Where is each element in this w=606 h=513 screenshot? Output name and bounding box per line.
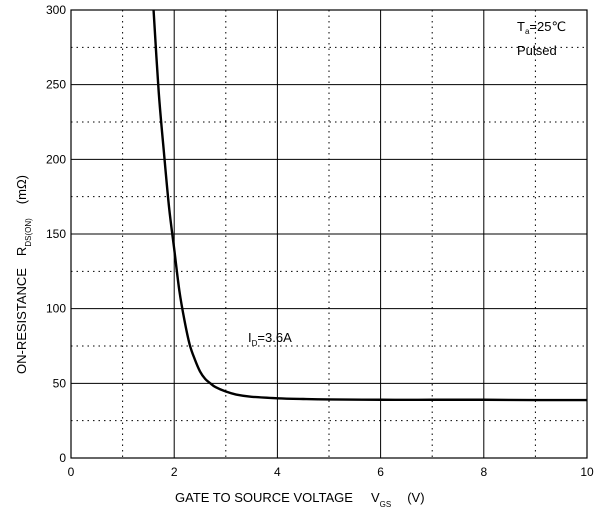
y-tick-label: 50 — [53, 376, 67, 390]
y-tick-labels: 0 50 100 150 200 250 300 — [46, 3, 66, 465]
series-line-rdson — [152, 9, 588, 402]
y-tick-label: 250 — [46, 78, 66, 92]
y-tick-label: 100 — [46, 302, 66, 316]
y-tick-label: 0 — [59, 451, 66, 465]
y-tick-label: 200 — [46, 152, 66, 166]
x-tick-labels: 0 2 4 6 8 10 — [68, 465, 594, 479]
y-tick-label: 150 — [46, 227, 66, 241]
drain-current-annotation: ID=3.6A — [248, 330, 292, 348]
major-gridlines — [71, 10, 587, 458]
x-tick-label: 8 — [480, 465, 487, 479]
minor-gridlines — [71, 10, 587, 458]
x-tick-label: 6 — [377, 465, 384, 479]
x-tick-label: 2 — [171, 465, 178, 479]
x-axis-label: GATE TO SOURCE VOLTAGE VGS (V) — [175, 490, 425, 509]
y-tick-label: 300 — [46, 3, 66, 17]
x-tick-label: 10 — [580, 465, 594, 479]
plot-frame — [70, 9, 588, 459]
pulsed-annotation: Pulsed — [517, 43, 557, 58]
y-axis-label: ON-RESISTANCERDS(ON)(mΩ) — [14, 175, 33, 374]
temperature-annotation: Ta=25℃ — [517, 19, 566, 36]
x-tick-label: 4 — [274, 465, 281, 479]
x-tick-label: 0 — [68, 465, 75, 479]
